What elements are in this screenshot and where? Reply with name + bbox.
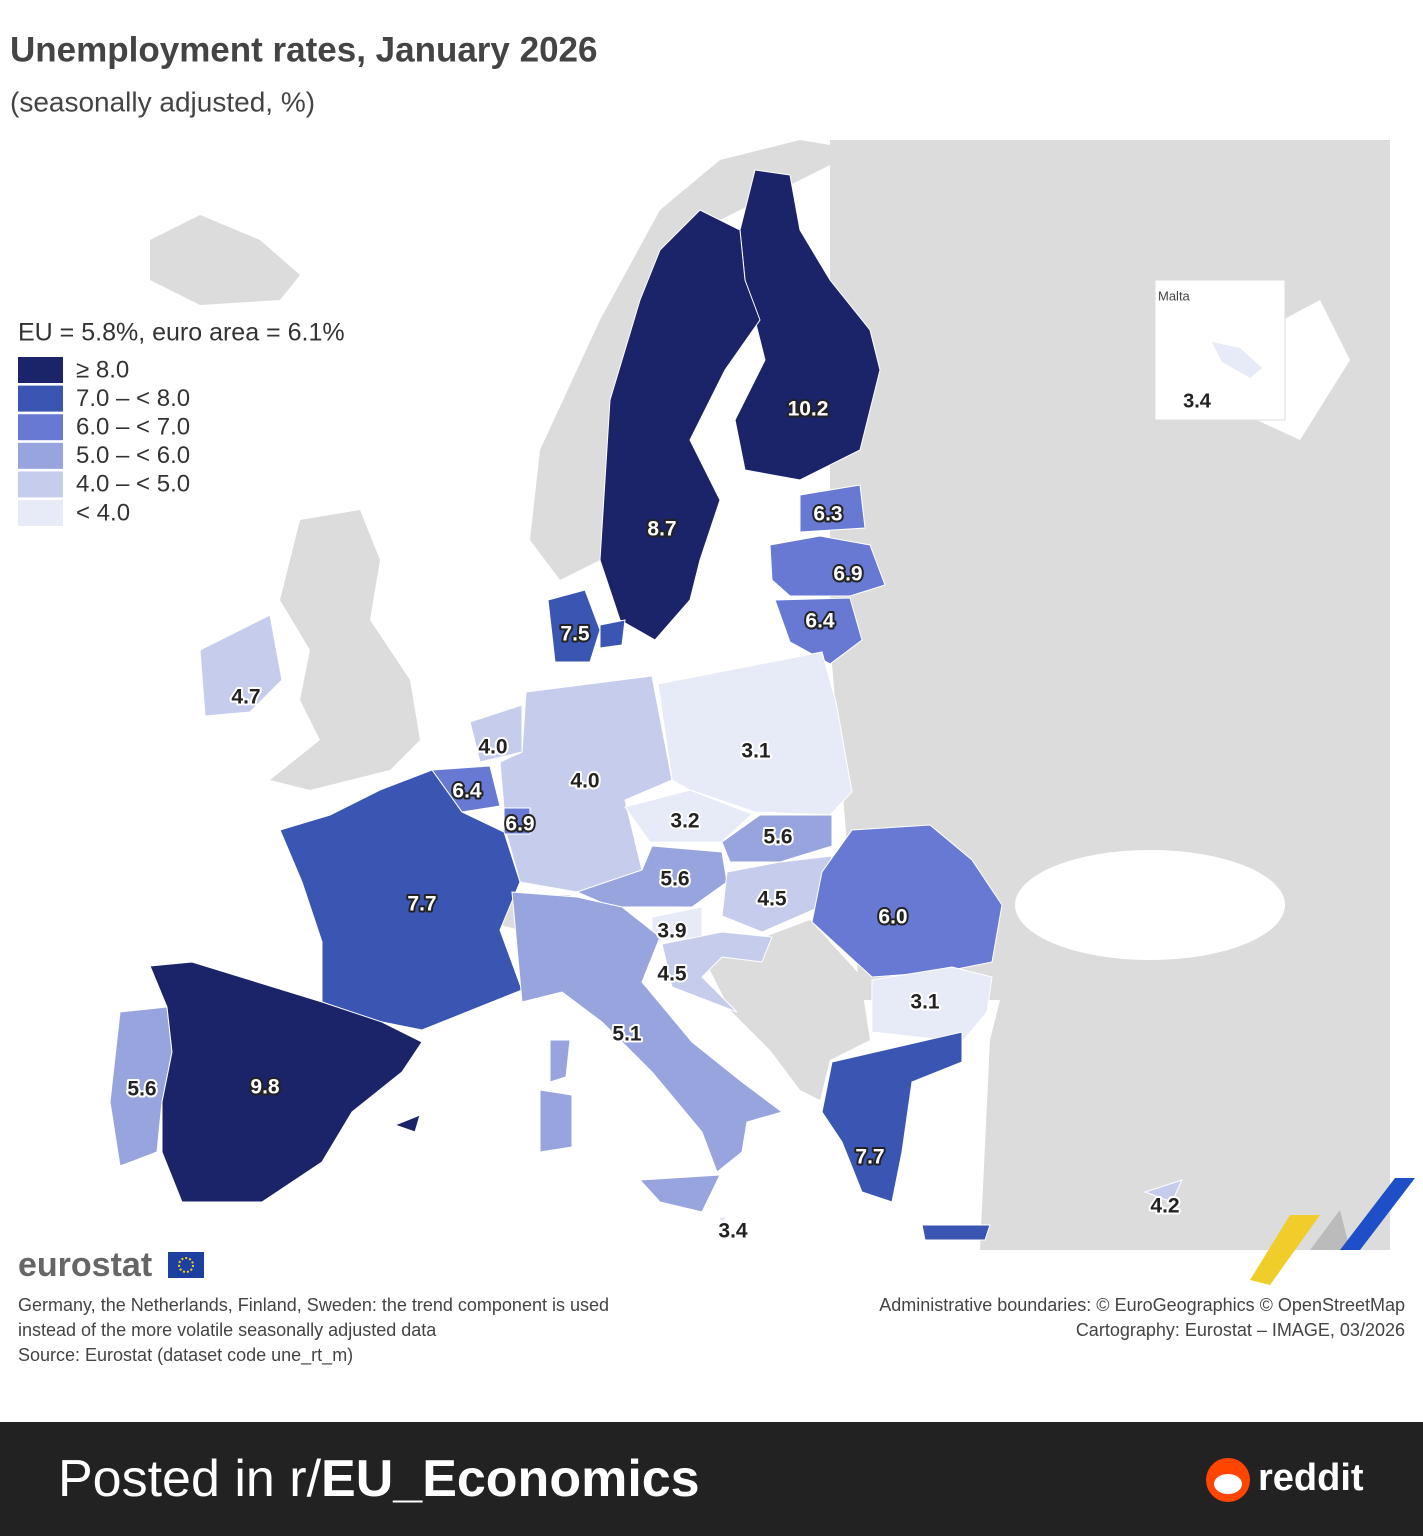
region-value: 7.7 <box>855 1146 884 1169</box>
region-value: 6.4 <box>452 780 482 803</box>
region-value: 7.7 <box>407 893 436 916</box>
region <box>279 769 523 1031</box>
map: 10.2 8.7 6.3 6.9 6.4 7.5 4.7 4.0 4.0 3.1 6.4 6.9 3.2… <box>109 169 1183 1245</box>
region <box>547 589 601 663</box>
eu-flag <box>168 1252 204 1278</box>
region <box>575 845 728 908</box>
region-value: 6.4 <box>805 610 835 633</box>
legend-label: 4.0 – < 5.0 <box>76 471 190 498</box>
footer-bar <box>0 1422 1423 1536</box>
malta-inset: Malta 3.4 <box>1154 279 1286 421</box>
footer-prefix: Posted in r/ <box>58 1450 322 1508</box>
region <box>393 1114 421 1133</box>
legend-label: < 4.0 <box>76 499 130 526</box>
region <box>624 789 753 843</box>
region <box>811 824 1003 978</box>
region-value: 6.9 <box>833 563 862 586</box>
logo-gray <box>1310 1210 1350 1250</box>
region <box>511 891 784 1173</box>
legend-label: 6.0 – < 7.0 <box>76 414 190 441</box>
reddit-face <box>1214 1474 1242 1494</box>
region-value: 5.1 <box>612 1023 642 1046</box>
region <box>539 1089 573 1153</box>
region <box>149 961 423 1203</box>
region <box>821 1031 963 1203</box>
legend-swatch <box>18 442 63 469</box>
region <box>871 966 993 1043</box>
region-value: 4.5 <box>757 888 787 911</box>
logo-yellow <box>1250 1215 1320 1285</box>
footnote: Source: Eurostat (dataset code une_rt_m) <box>18 1345 353 1366</box>
region <box>599 209 761 641</box>
legend-swatch <box>18 414 63 441</box>
region <box>503 807 531 835</box>
legend-swatch <box>18 500 63 526</box>
region <box>638 1174 721 1213</box>
black-sea <box>1015 850 1285 960</box>
region-value: 6.0 <box>878 906 907 929</box>
legend: ≥ 8.07.0 – < 8.06.0 – < 7.05.0 – < 6.04.… <box>18 356 190 526</box>
region-value: 4.2 <box>1150 1195 1179 1218</box>
region-value: 4.5 <box>657 963 687 986</box>
credit: Administrative boundaries: © EuroGeograp… <box>879 1295 1405 1315</box>
notes: Germany, the Netherlands, Finland, Swede… <box>18 1295 1405 1366</box>
region <box>921 1224 991 1241</box>
footnote: Germany, the Netherlands, Finland, Swede… <box>18 1295 609 1315</box>
inset-value: 3.4 <box>1183 390 1212 412</box>
footer-text: Posted in r/EU_Economics <box>58 1450 700 1508</box>
region <box>549 1039 571 1083</box>
legend-heading: EU = 5.8%, euro area = 6.1% <box>18 319 345 347</box>
logo-blue <box>1340 1178 1415 1250</box>
subtitle: (seasonally adjusted, %) <box>10 86 315 117</box>
region-value: 4.0 <box>570 770 599 793</box>
region-value: 3.1 <box>741 740 771 763</box>
region-value: 5.6 <box>660 868 689 891</box>
region-value: 3.2 <box>670 810 699 833</box>
region-value: 6.9 <box>505 813 534 836</box>
legend-swatch <box>18 357 63 383</box>
region-value: 7.5 <box>560 623 590 646</box>
iceland <box>150 215 300 305</box>
region-value: 5.6 <box>763 826 792 849</box>
malta <box>1212 342 1262 378</box>
reddit-wordmark[interactable]: reddit <box>1258 1457 1364 1499</box>
region-value: 4.7 <box>231 686 260 709</box>
region <box>774 597 863 665</box>
legend-label: 5.0 – < 6.0 <box>76 442 190 469</box>
region-value: 3.1 <box>910 991 940 1014</box>
region-value: 6.3 <box>813 503 842 526</box>
region-value: 9.8 <box>250 1076 280 1099</box>
legend-label: ≥ 8.0 <box>76 356 129 383</box>
title: Unemployment rates, January 2026 <box>10 30 597 69</box>
great-britain <box>270 510 420 790</box>
eu-stars <box>178 1257 194 1273</box>
region-value: 10.2 <box>788 398 829 421</box>
region <box>199 614 283 717</box>
region-value: 3.9 <box>657 920 686 943</box>
legend-swatch <box>18 385 63 412</box>
region <box>721 814 833 863</box>
region <box>599 619 626 649</box>
region <box>716 1215 727 1224</box>
region <box>1143 1179 1183 1203</box>
footer-community[interactable]: EU_Economics <box>321 1450 700 1508</box>
inset-title: Malta <box>1158 288 1191 303</box>
brand: eurostat <box>18 1246 152 1284</box>
credit: Cartography: Eurostat – IMAGE, 03/2026 <box>1076 1320 1405 1340</box>
region <box>799 484 866 533</box>
region-value: 4.0 <box>478 736 507 759</box>
region <box>661 931 773 1013</box>
legend-swatch <box>18 471 63 498</box>
footnote: instead of the more volatile seasonally … <box>18 1320 437 1340</box>
legend-label: 7.0 – < 8.0 <box>76 385 190 412</box>
region <box>769 535 886 597</box>
region-value: 3.4 <box>718 1220 748 1243</box>
balkans <box>705 920 870 1100</box>
region-value: 5.6 <box>127 1078 156 1101</box>
region-value: 8.7 <box>647 518 676 541</box>
